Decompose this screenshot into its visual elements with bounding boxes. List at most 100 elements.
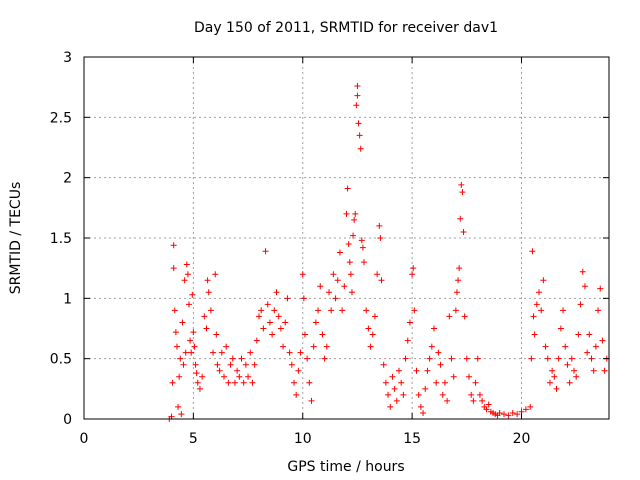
data-point [179,319,186,326]
data-point [173,343,180,350]
data-point [176,373,183,380]
data-point [501,411,507,418]
data-point [496,409,503,416]
data-point [341,283,348,290]
data-point [242,361,249,368]
data-point [264,301,271,308]
data-point [597,285,604,292]
data-point [190,329,197,336]
data-point [560,307,567,314]
data-point [426,355,433,362]
data-point [468,391,475,398]
data-point [586,331,593,338]
data-point [352,210,359,217]
data-point [551,373,558,380]
data-point [336,249,343,256]
data-point [376,222,383,229]
data-point [446,313,453,320]
data-point [178,411,185,418]
data-point [599,337,606,344]
data-point [191,343,198,350]
data-point [299,271,306,278]
data-point [258,307,265,314]
data-point [354,92,361,99]
data-point [214,361,221,368]
data-point [175,403,182,410]
data-point [192,361,199,368]
data-point [474,355,481,362]
data-point [546,379,553,386]
data-point [297,349,304,356]
data-point [293,391,300,398]
data-point [171,307,178,314]
x-tick-label: 5 [189,431,198,447]
data-point [411,307,418,314]
data-point [453,289,460,296]
data-point [592,343,599,350]
data-point [291,379,297,386]
data-point [374,271,381,278]
grid [84,57,609,419]
data-point [455,277,462,284]
data-point [229,355,236,362]
x-tick-label: 20 [513,431,531,447]
data-point [529,248,536,255]
data-point [196,385,203,392]
data-point [542,343,549,350]
data-point [377,235,384,241]
data-point [181,277,188,284]
x-tick-label: 15 [403,431,421,447]
data-point [204,277,211,284]
data-point [345,241,352,248]
data-point [361,259,367,266]
data-point [422,385,429,392]
data-point [247,349,254,356]
data-point [251,361,258,368]
data-point [348,289,355,296]
data-point [568,355,575,362]
data-point [187,337,194,344]
data-point [413,367,420,374]
data-point [601,367,608,374]
data-point [189,291,196,298]
y-tick-label: 1.5 [50,231,72,247]
data-point [564,361,571,368]
data-point [389,373,396,380]
data-point [505,412,512,419]
data-point [452,307,459,314]
data-point [236,373,243,380]
data-point [269,331,276,338]
data-point [172,329,179,336]
data-point [358,237,365,244]
data-point [216,367,223,374]
data-point [266,319,273,326]
data-point [528,355,535,362]
data-point [575,331,582,338]
data-point [536,289,542,296]
data-point [334,277,341,284]
data-point [280,343,287,350]
data-point [457,215,464,222]
data-point [339,307,346,314]
y-tick-label: 0.5 [50,352,72,368]
data-point [472,379,479,386]
data-point [579,268,586,275]
data-point [308,397,315,404]
data-point [437,361,444,368]
data-point [417,403,424,410]
data-point [461,313,468,320]
data-point [343,210,350,217]
data-point [249,379,256,386]
data-point [459,189,466,196]
data-point [428,343,435,350]
y-tick-label: 2 [63,171,72,187]
data-point [365,325,372,332]
data-point [169,379,176,386]
y-tick-label: 1 [63,291,72,307]
x-tick-label: 0 [80,431,89,447]
data-point [470,397,477,404]
data-point [590,367,597,374]
data-point [439,391,446,398]
data-point [357,145,364,152]
axis-ticks [83,56,609,420]
